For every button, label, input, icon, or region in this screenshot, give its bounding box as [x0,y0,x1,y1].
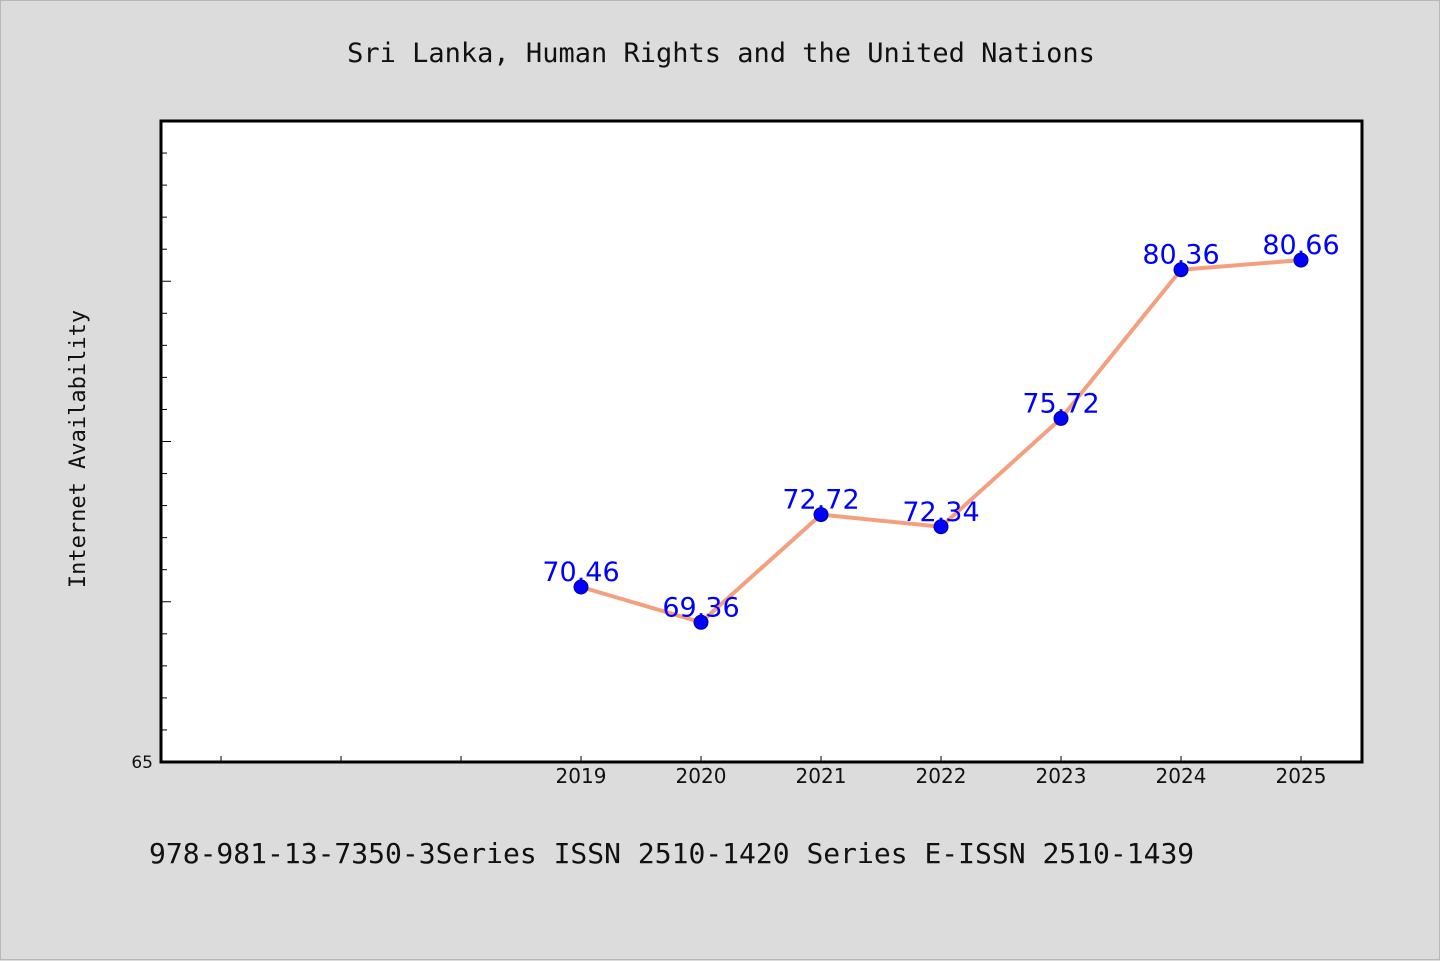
x-tick-label: 2021 [796,764,847,788]
data-point [1173,262,1189,278]
x-tick-label: 2020 [676,764,727,788]
x-tick-label: 2025 [1276,764,1327,788]
data-label: 80.66 [1262,230,1339,261]
chart-title: Sri Lanka, Human Rights and the United N… [347,38,1095,69]
data-point [1053,410,1069,426]
data-label: 70.46 [542,557,619,588]
series-group: 70.46 69.36 72.72 72.34 75.72 80.36 80.66 [542,230,1340,630]
data-label: 80.36 [1142,240,1219,271]
footer-text: 978-981-13-7350-3Series ISSN 2510-1420 S… [149,837,1194,870]
data-point [933,519,949,535]
x-tick-label: 2019 [556,764,607,788]
data-point [573,579,589,595]
x-axis-tick-labels: 2019 2020 2021 2022 2023 2024 2025 [556,764,1327,788]
data-label: 69.36 [662,592,739,623]
data-point [813,507,829,523]
x-tick-label: 2023 [1036,764,1087,788]
y-tick-label: 65 [131,753,153,773]
data-point [1293,252,1309,268]
data-label: 72.34 [902,497,979,528]
data-label: 75.72 [1022,388,1099,419]
x-axis-ticks [220,756,1302,762]
x-tick-label: 2024 [1156,764,1207,788]
y-axis-ticks [161,152,171,731]
data-point [693,614,709,630]
data-label: 72.72 [782,485,859,516]
y-axis-label: Internet Availability [66,310,91,588]
plot-area [159,119,1364,764]
x-tick-label: 2022 [916,764,967,788]
